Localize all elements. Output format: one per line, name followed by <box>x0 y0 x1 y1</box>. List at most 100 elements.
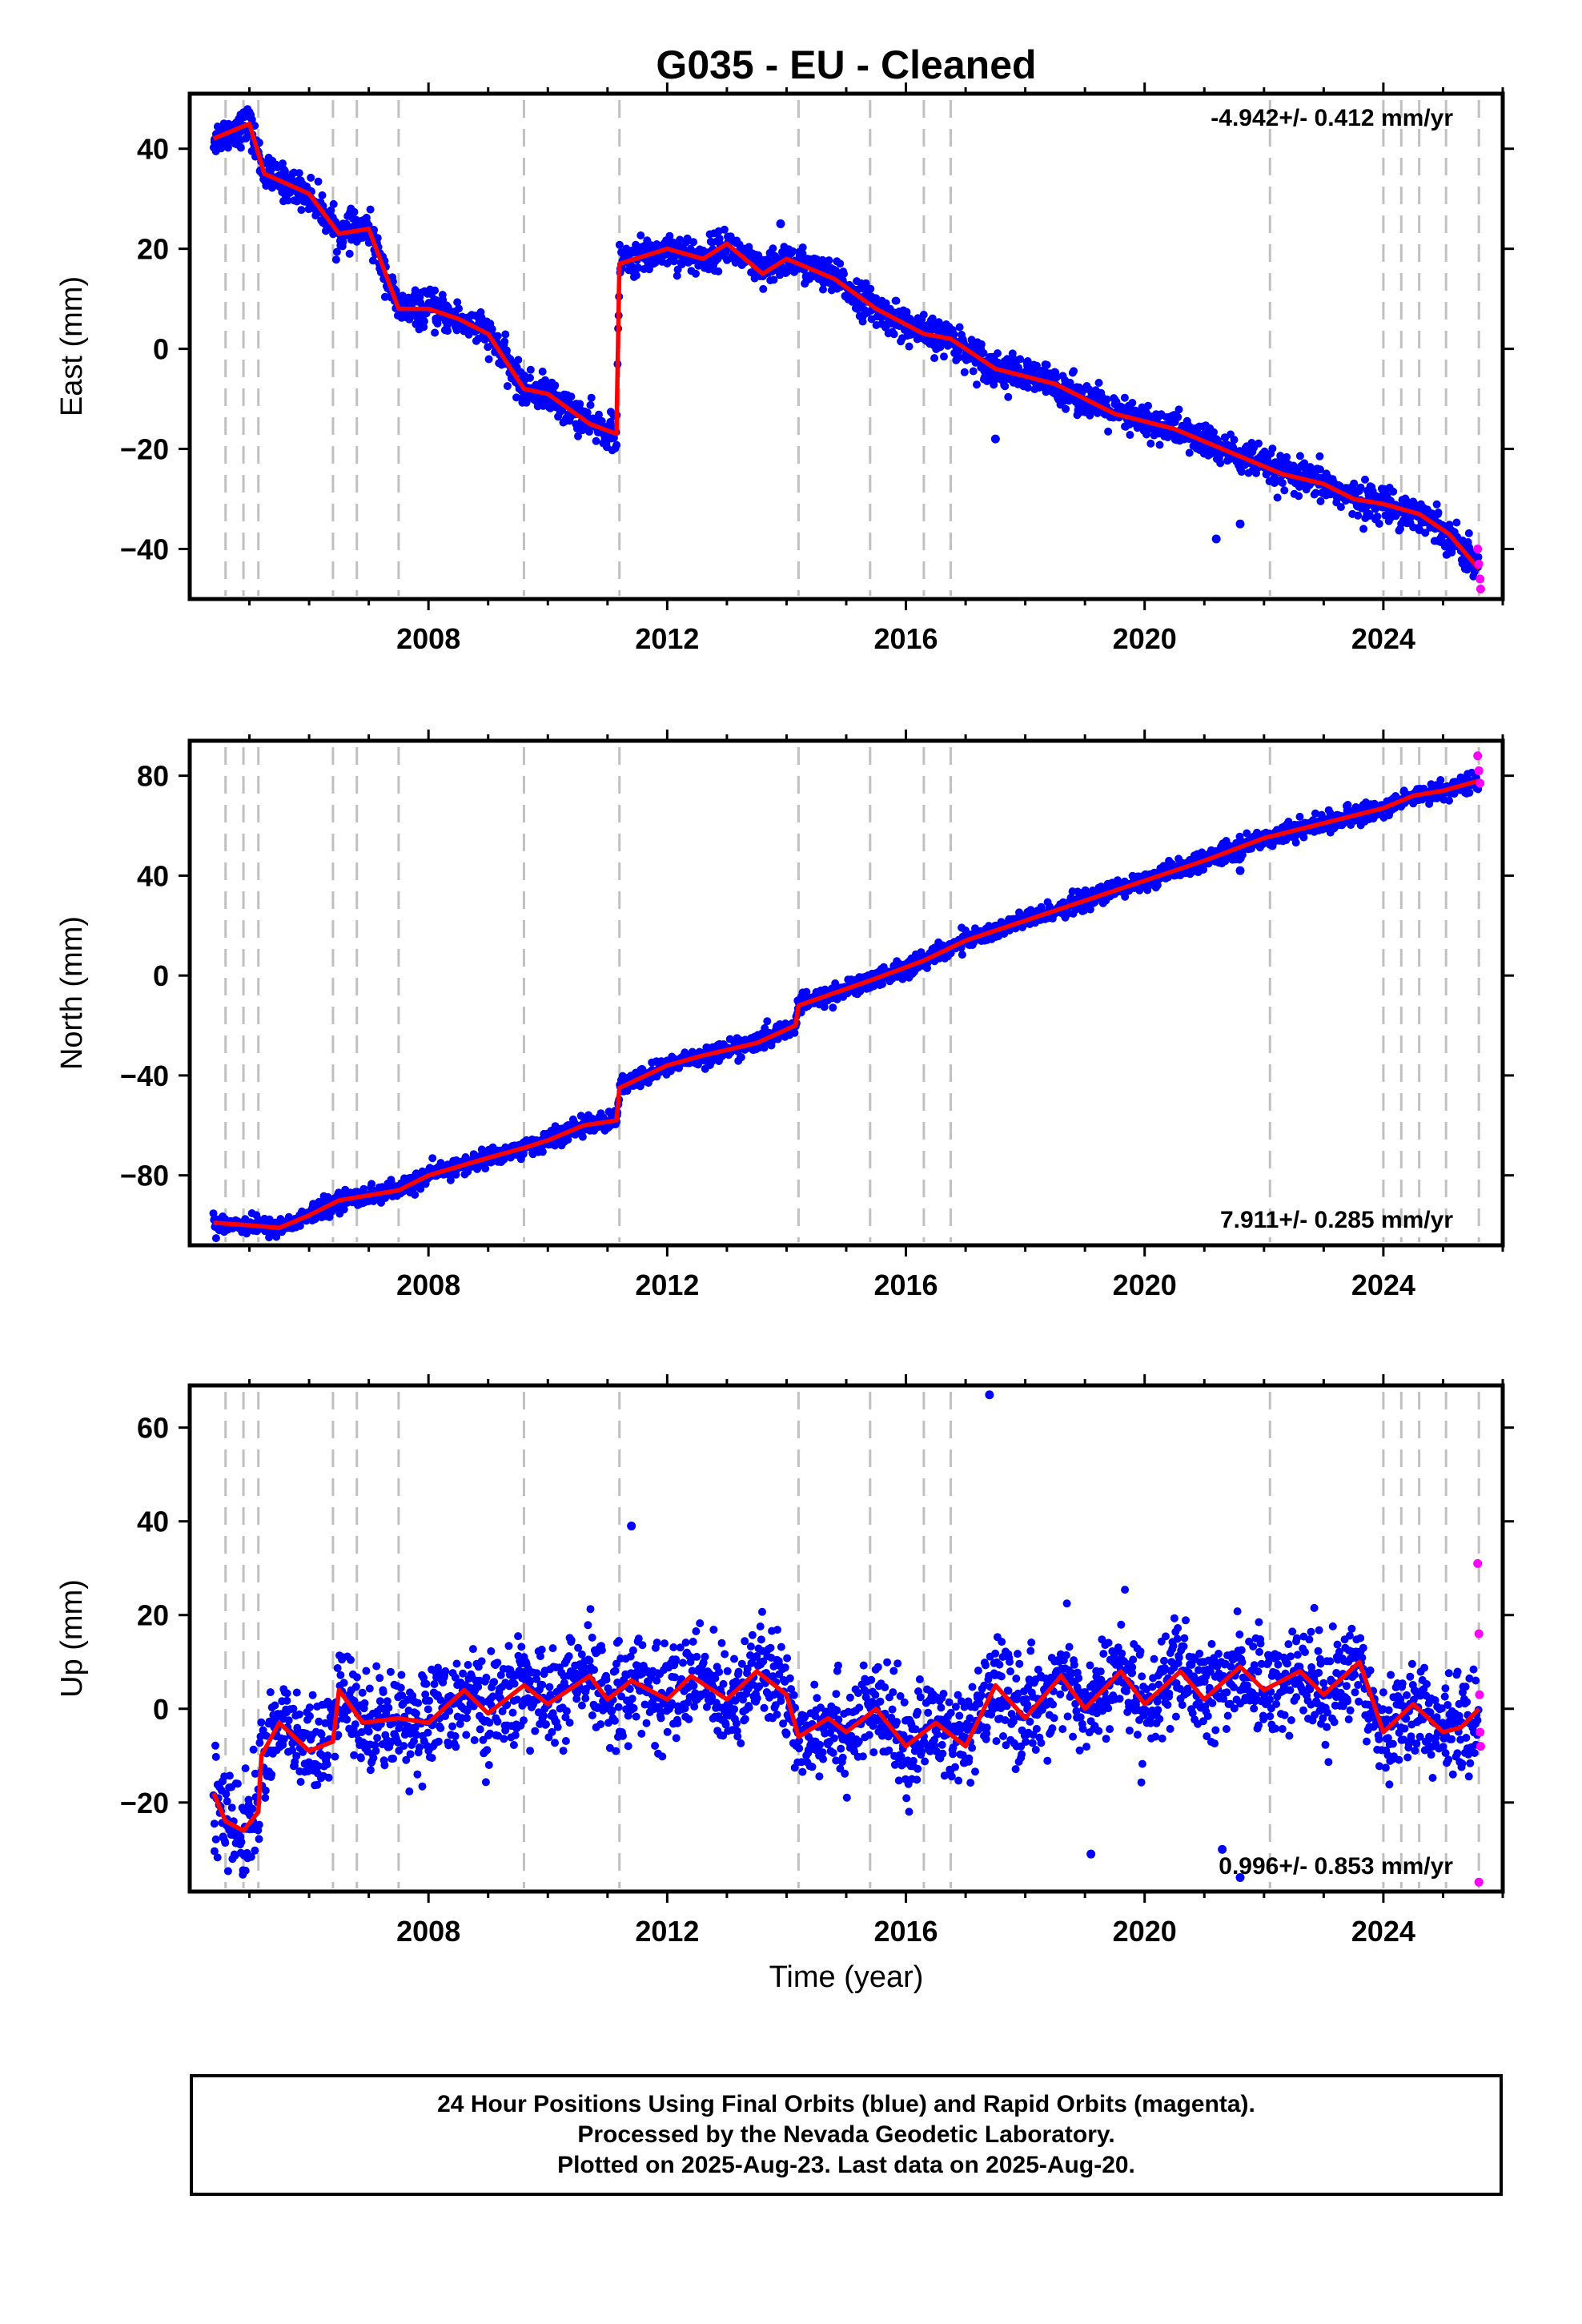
data-point <box>502 346 511 355</box>
data-point <box>689 238 698 247</box>
data-point <box>1278 479 1287 487</box>
data-point <box>802 987 811 996</box>
data-point <box>1080 907 1088 915</box>
data-point <box>295 169 303 178</box>
data-point <box>840 270 848 278</box>
data-point <box>211 1234 220 1243</box>
data-point <box>665 231 674 240</box>
data-point <box>1102 395 1111 404</box>
x-tick-label: 2016 <box>873 1269 938 1301</box>
y-axis-label: North (mm) <box>55 916 89 1070</box>
data-point <box>283 196 292 205</box>
data-point <box>420 323 428 332</box>
data-point <box>368 256 377 265</box>
data-point <box>1434 509 1443 517</box>
data-point <box>223 143 232 152</box>
data-point <box>1273 493 1282 502</box>
data-point <box>902 308 911 316</box>
data-point <box>318 191 327 199</box>
data-point <box>1359 525 1368 533</box>
data-point <box>1128 399 1137 407</box>
data-point <box>1445 796 1453 805</box>
outlier-point <box>1235 519 1245 529</box>
data-point <box>345 249 354 258</box>
data-point <box>1315 452 1324 460</box>
data-point <box>576 400 584 408</box>
data-point <box>455 304 463 313</box>
x-tick-label: 2020 <box>1113 622 1177 655</box>
data-point <box>1373 513 1382 521</box>
data-point <box>481 1164 490 1173</box>
y-tick-label: −80 <box>120 1160 169 1192</box>
data-point <box>1174 405 1183 414</box>
data-point <box>1155 440 1164 449</box>
y-axis-label: East (mm) <box>55 276 89 416</box>
x-tick-label: 2008 <box>396 622 460 655</box>
rapid-orbit-point <box>1476 778 1485 788</box>
y-tick-label: 40 <box>137 133 169 166</box>
data-point <box>1144 401 1152 410</box>
data-point <box>1299 833 1308 842</box>
data-point <box>514 356 523 364</box>
outlier-point <box>477 319 487 328</box>
data-point <box>759 284 768 293</box>
velocity-rate-label: -4.942+/- 0.412 mm/yr <box>1211 105 1453 131</box>
data-point <box>1120 393 1129 402</box>
data-point <box>960 368 969 376</box>
data-point <box>866 284 875 293</box>
data-point <box>420 317 428 326</box>
x-tick-label: 2012 <box>635 1269 699 1301</box>
data-point <box>592 436 600 445</box>
data-point <box>416 1184 425 1193</box>
y-tick-label: −40 <box>120 1059 169 1092</box>
data-point <box>1216 459 1225 468</box>
data-point <box>1237 468 1246 476</box>
x-tick-label: 2024 <box>1351 1269 1415 1301</box>
data-point <box>994 349 1002 358</box>
data-point <box>979 349 988 357</box>
data-point <box>1283 452 1291 461</box>
data-point <box>1086 905 1094 914</box>
data-point <box>434 315 443 324</box>
data-point <box>297 206 306 215</box>
data-point <box>1291 838 1300 847</box>
y-tick-label: 40 <box>137 859 169 892</box>
data-point <box>1375 520 1383 528</box>
data-point <box>692 269 700 278</box>
y-tick-label: 0 <box>153 959 169 992</box>
data-point <box>892 296 901 305</box>
data-point <box>958 951 966 959</box>
chart-title: G035 - EU - Cleaned <box>656 42 1036 87</box>
data-point <box>411 1190 420 1199</box>
outlier-point <box>990 434 1000 444</box>
data-point <box>586 400 595 409</box>
data-point <box>329 199 338 208</box>
data-point <box>587 393 596 402</box>
data-point <box>645 265 653 274</box>
data-point <box>1316 497 1325 505</box>
data-point <box>769 275 778 284</box>
data-point <box>366 205 375 214</box>
rapid-orbit-point <box>1476 585 1485 594</box>
x-tick-label: 2016 <box>873 622 938 655</box>
data-point <box>1300 459 1309 468</box>
data-point <box>493 332 502 340</box>
data-point <box>373 234 382 243</box>
data-point <box>538 368 547 376</box>
data-point <box>1042 360 1051 369</box>
data-point <box>969 367 978 376</box>
data-point <box>1436 776 1445 784</box>
data-point <box>1280 486 1289 495</box>
data-point <box>1464 529 1473 537</box>
data-point <box>1465 788 1474 797</box>
outlier-point <box>1235 866 1245 875</box>
data-point <box>1015 908 1023 917</box>
data-point <box>1174 412 1182 421</box>
data-point <box>950 330 958 339</box>
data-point <box>861 279 870 287</box>
rapid-orbit-point <box>1474 766 1484 775</box>
data-point <box>1032 361 1041 370</box>
data-point <box>1153 881 1162 890</box>
